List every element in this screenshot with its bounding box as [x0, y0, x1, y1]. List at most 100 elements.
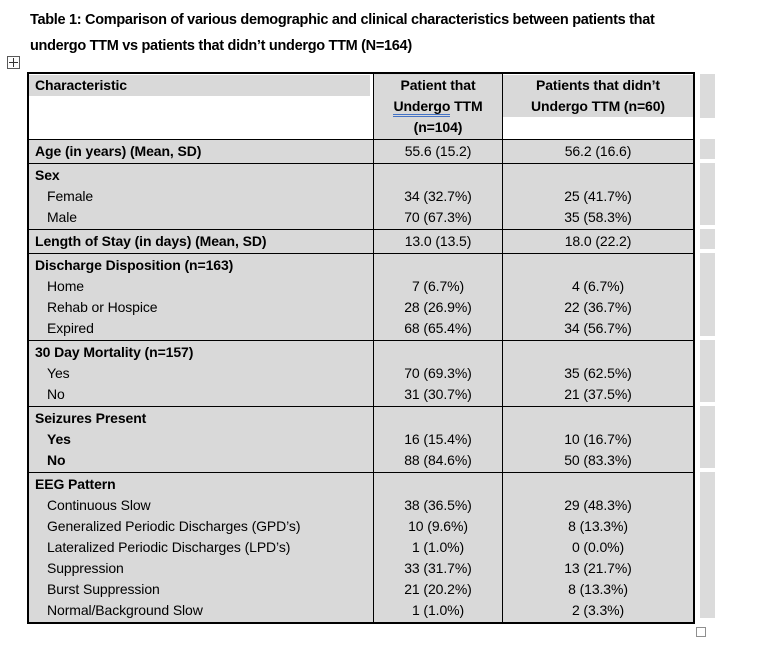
comparison-table: Characteristic Patient that Undergo TTM (n… — [27, 72, 695, 624]
row-label: Male — [47, 209, 77, 225]
row-label: Length of Stay (in days) (Mean, SD) — [35, 233, 267, 249]
table-row: Sex Female Male 34 (32.7%) 70 (67.3%) 25 (41.… — [29, 163, 693, 229]
table-resize-handle-icon[interactable] — [696, 627, 706, 637]
row-label: 30 Day Mortality (n=157) — [35, 344, 194, 360]
row-label: No — [47, 386, 65, 402]
table-header-row: Characteristic Patient that Undergo TTM (n… — [29, 74, 693, 139]
ttm-value: 1 (1.0%) — [411, 602, 465, 618]
no-ttm-value — [503, 408, 693, 429]
no-ttm-value: 8 (13.3%) — [568, 581, 628, 597]
ttm-value: 38 (36.5%) — [404, 497, 472, 513]
no-ttm-value-cell: 29 (48.3%) 8 (13.3%) 0 (0.0%) 13 (21.7%) 8 (… — [503, 473, 693, 622]
ttm-value: 55.6 (15.2) — [404, 143, 472, 159]
no-ttm-value — [503, 342, 693, 363]
row-label: Expired — [47, 320, 94, 336]
ttm-value-cell: 7 (6.7%) 28 (26.9%) 68 (65.4%) — [373, 254, 503, 340]
strip-shading-block — [700, 139, 715, 159]
ttm-value-cell: 38 (36.5%) 10 (9.6%) 1 (1.0%) 33 (31.7%) 21 … — [373, 473, 503, 622]
ttm-value: 34 (32.7%) — [404, 188, 472, 204]
ttm-value: 1 (1.0%) — [411, 539, 465, 555]
no-ttm-value: 35 (62.5%) — [564, 365, 632, 381]
no-ttm-value-cell: 25 (41.7%) 35 (58.3%) — [503, 164, 693, 229]
no-ttm-value: 21 (37.5%) — [564, 386, 632, 402]
row-label: Sex — [35, 167, 60, 183]
grammar-check-underline: Undergo — [393, 98, 450, 117]
strip-shading-block — [700, 229, 715, 249]
ttm-value-cell: 55.6 (15.2) — [373, 140, 503, 163]
row-label: EEG Pattern — [35, 476, 116, 492]
ttm-value: 10 (9.6%) — [408, 518, 468, 534]
row-label: Generalized Periodic Discharges (GPD’s) — [47, 518, 301, 534]
row-label-cell: 30 Day Mortality (n=157) Yes No — [29, 341, 373, 406]
strip-shading-block — [700, 74, 715, 118]
strip-shading-block — [700, 340, 715, 402]
ttm-value-cell: 34 (32.7%) 70 (67.3%) — [373, 164, 503, 229]
header-line: Undergo TTM (n=60) — [531, 98, 665, 114]
no-ttm-value-cell: 56.2 (16.6) — [503, 140, 693, 163]
header-cell-no-ttm: Patients that didn’t Undergo TTM (n=60) — [503, 74, 693, 139]
no-ttm-value-cell: 35 (62.5%) 21 (37.5%) — [503, 341, 693, 406]
no-ttm-value — [503, 474, 693, 495]
ttm-value: 68 (65.4%) — [404, 320, 472, 336]
table-row: Age (in years) (Mean, SD) 55.6 (15.2) 56.2… — [29, 139, 693, 163]
no-ttm-value: 18.0 (22.2) — [564, 233, 632, 249]
row-label: Female — [47, 188, 94, 204]
row-label-cell: Age (in years) (Mean, SD) — [29, 140, 373, 163]
header-line: Patients that didn’t — [535, 77, 660, 93]
no-ttm-value: 0 (0.0%) — [571, 539, 625, 555]
row-label: Seizures Present — [35, 410, 147, 426]
shading-overflow-strip — [700, 72, 715, 624]
table-row: Discharge Disposition (n=163) Home Rehab o… — [29, 253, 693, 340]
no-ttm-value: 29 (48.3%) — [564, 497, 632, 513]
no-ttm-value-cell: 18.0 (22.2) — [503, 230, 693, 253]
row-label-cell: Discharge Disposition (n=163) Home Rehab o… — [29, 254, 373, 340]
ttm-value: 88 (84.6%) — [404, 452, 472, 468]
table-row: Seizures Present Yes No 16 (15.4%) 88 (84.6%… — [29, 406, 693, 472]
row-label: Normal/Background Slow — [47, 602, 203, 618]
no-ttm-value: 10 (16.7%) — [564, 431, 632, 447]
row-label: Home — [47, 278, 84, 294]
header-cell-ttm: Patient that Undergo TTM (n=104) — [373, 74, 503, 139]
row-label: Lateralized Periodic Discharges (LPD’s) — [47, 539, 291, 555]
ttm-value: 31 (30.7%) — [404, 386, 472, 402]
ttm-value-cell: 13.0 (13.5) — [373, 230, 503, 253]
ttm-value — [374, 342, 502, 363]
row-label: Yes — [47, 365, 70, 381]
header-cell-characteristic: Characteristic — [29, 74, 373, 139]
ttm-value: 21 (20.2%) — [404, 581, 472, 597]
no-ttm-value: 50 (83.3%) — [564, 452, 632, 468]
no-ttm-value: 35 (58.3%) — [564, 209, 632, 225]
row-label: Yes — [47, 431, 71, 447]
row-label: Discharge Disposition (n=163) — [35, 257, 234, 273]
no-ttm-value: 4 (6.7%) — [571, 278, 625, 294]
strip-shading-block — [700, 472, 715, 618]
ttm-value: 70 (67.3%) — [404, 209, 472, 225]
ttm-value: 33 (31.7%) — [404, 560, 472, 576]
table-row: Length of Stay (in days) (Mean, SD) 13.0 … — [29, 229, 693, 253]
table-row: 30 Day Mortality (n=157) Yes No 70 (69.3%) 3… — [29, 340, 693, 406]
table-row: EEG Pattern Continuous Slow Generalized Pe… — [29, 472, 693, 622]
ttm-value: 28 (26.9%) — [404, 299, 472, 315]
ttm-value: 70 (69.3%) — [404, 365, 472, 381]
ttm-value: 16 (15.4%) — [404, 431, 472, 447]
table-caption: Table 1: Comparison of various demograph… — [30, 7, 770, 59]
row-label: Suppression — [47, 560, 124, 576]
column-header-characteristic: Characteristic — [29, 75, 370, 96]
table-move-handle-icon[interactable] — [7, 56, 20, 69]
strip-shading-block — [700, 163, 715, 225]
row-label: Burst Suppression — [47, 581, 160, 597]
row-label-cell: Sex Female Male — [29, 164, 373, 229]
caption-line-1: Table 1: Comparison of various demograph… — [30, 12, 655, 28]
header-line: Patient that — [400, 77, 476, 93]
strip-shading-block — [700, 406, 715, 468]
no-ttm-value: 56.2 (16.6) — [564, 143, 632, 159]
header-line: (n=104) — [413, 119, 463, 135]
no-ttm-value: 22 (36.7%) — [564, 299, 632, 315]
no-ttm-value: 2 (3.3%) — [571, 602, 625, 618]
row-label-cell: EEG Pattern Continuous Slow Generalized Pe… — [29, 473, 373, 622]
row-label: Continuous Slow — [47, 497, 151, 513]
ttm-value — [374, 165, 502, 186]
row-label-cell: Length of Stay (in days) (Mean, SD) — [29, 230, 373, 253]
ttm-value-cell: 16 (15.4%) 88 (84.6%) — [373, 407, 503, 472]
